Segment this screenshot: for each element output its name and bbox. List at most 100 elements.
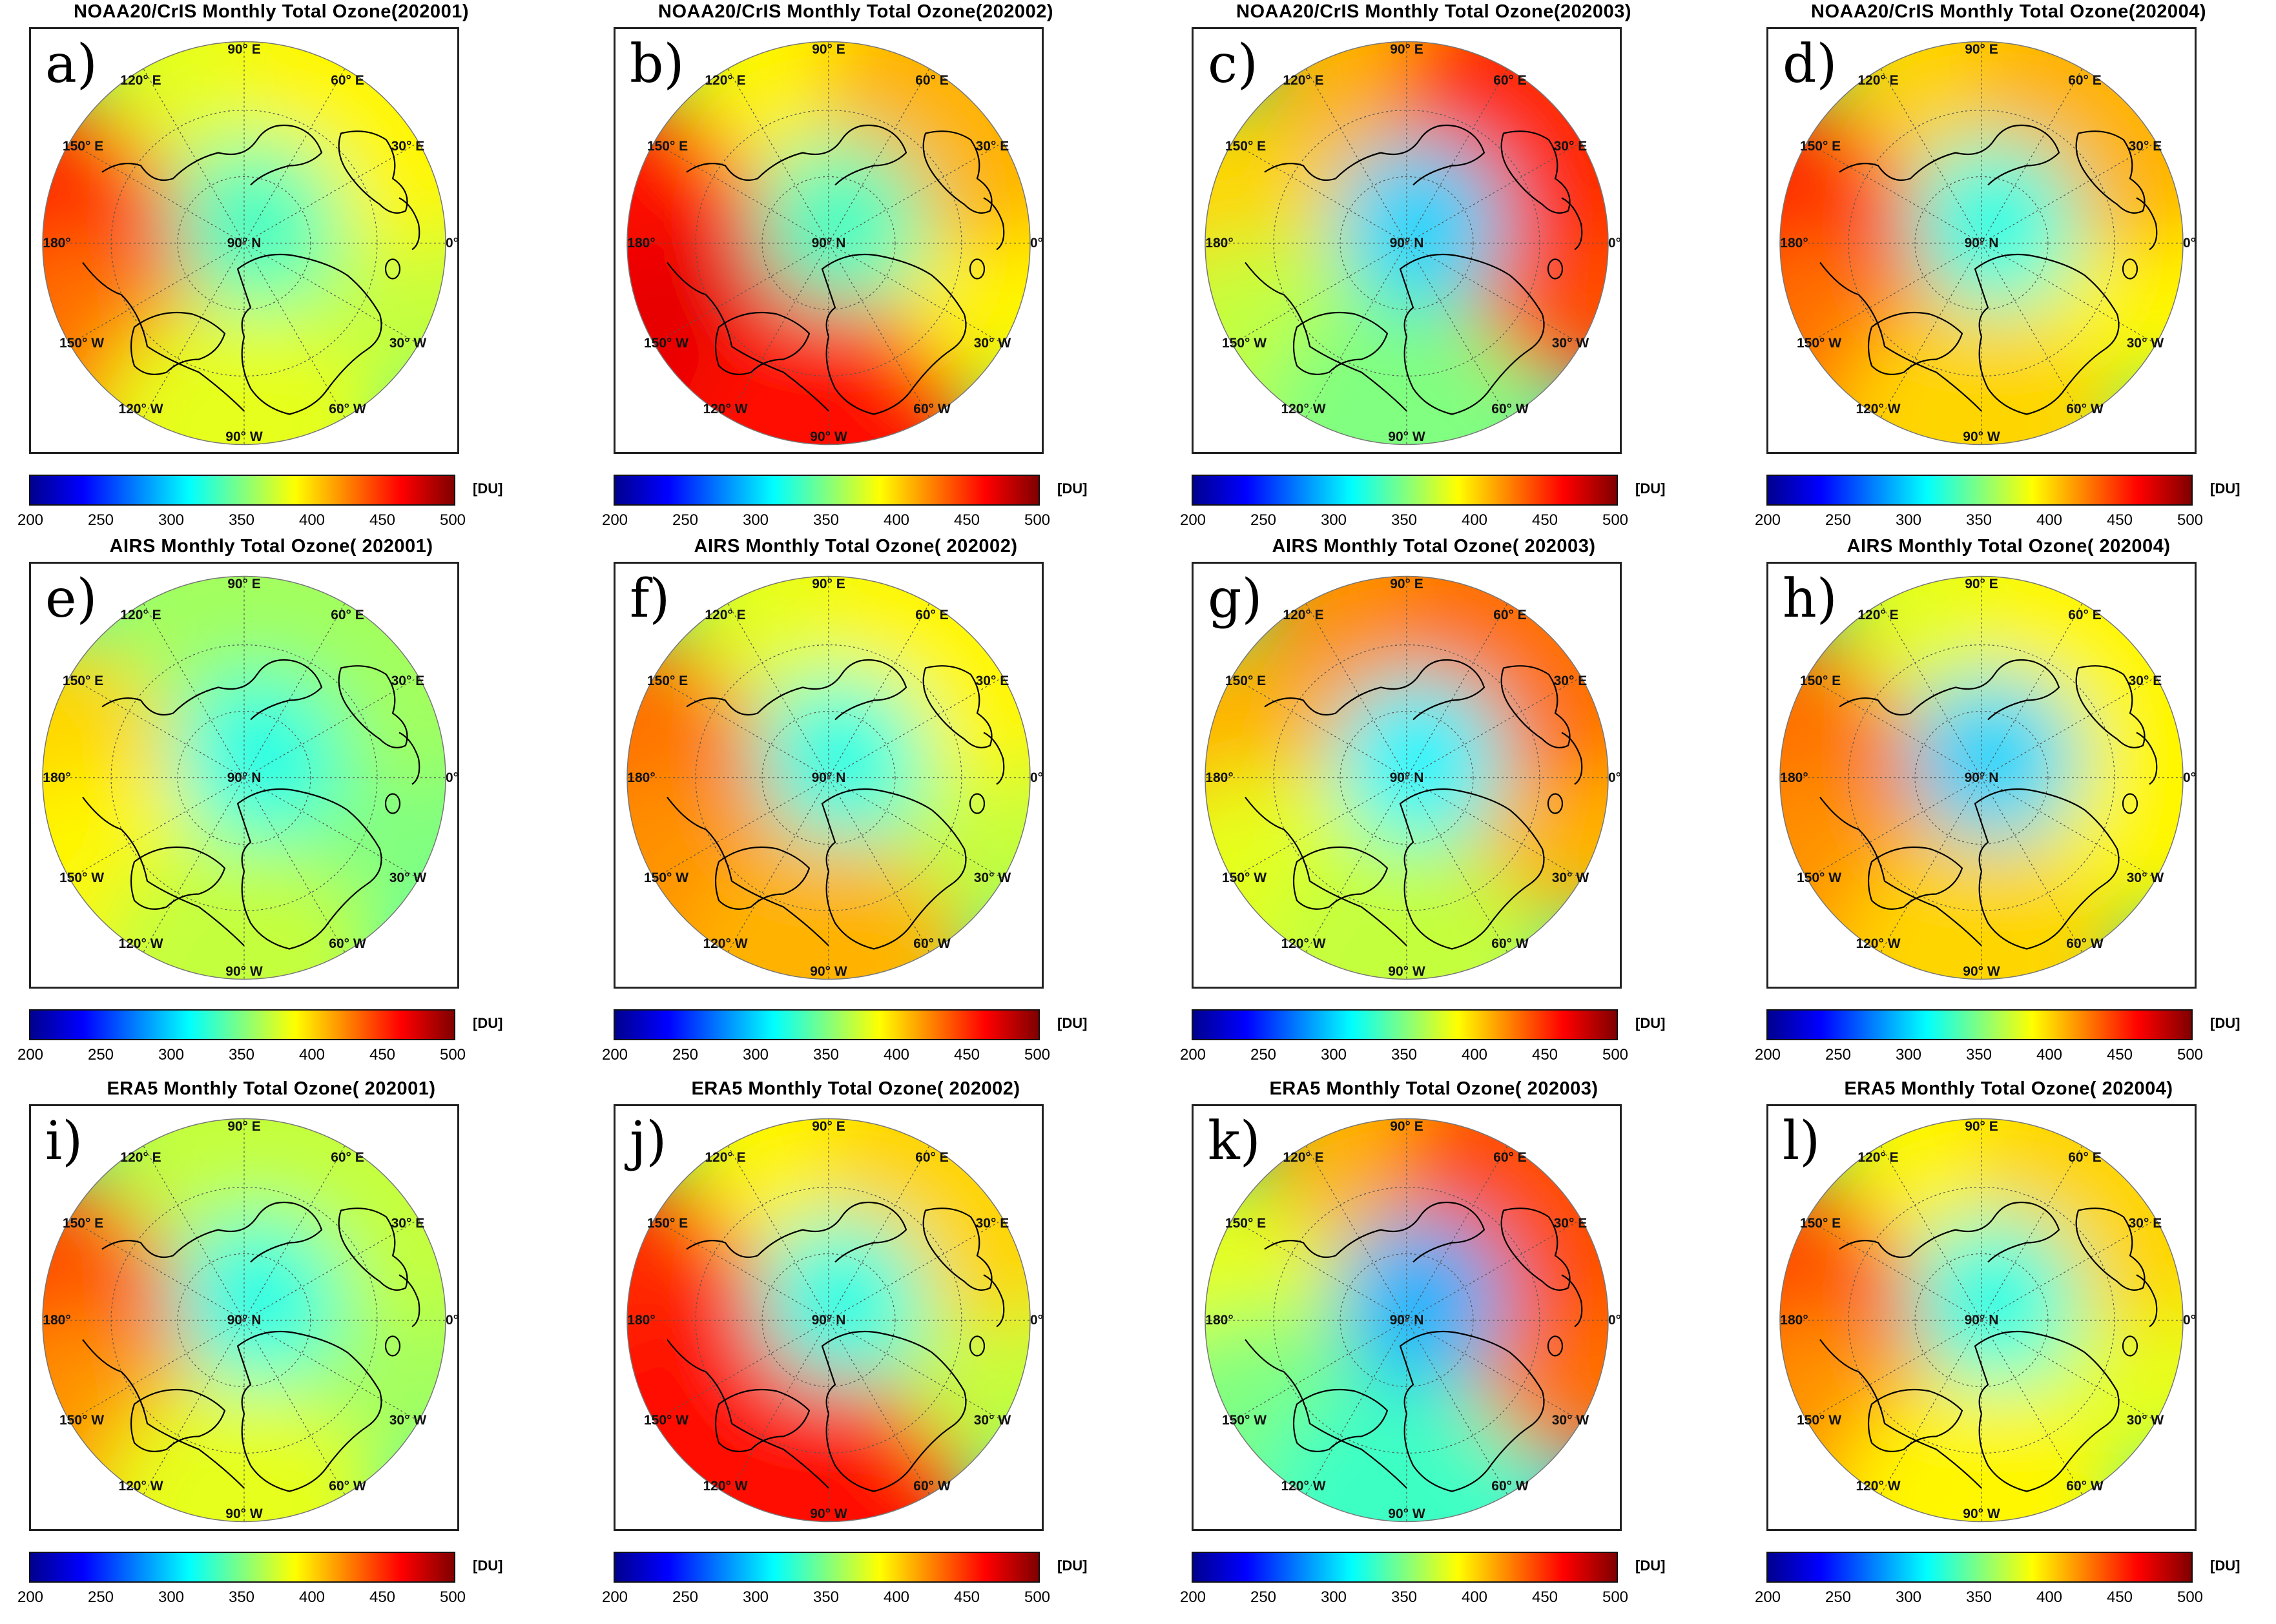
colorbar-tick: 250 [1250, 511, 1277, 529]
colorbar [29, 475, 455, 506]
coord-label-bottom: 90° W [1388, 963, 1425, 979]
colorbar-tick: 250 [672, 1588, 699, 1606]
colorbar [614, 475, 1040, 506]
colorbar-tick: 450 [2106, 1046, 2133, 1064]
ozone-core [1334, 1216, 1505, 1386]
colorbar-tick: 300 [1320, 1588, 1347, 1606]
coord-label-lower_right: 60° W [1491, 1478, 1529, 1494]
panel-title: NOAA20/CrIS Monthly Total Ozone(202001) [74, 1, 469, 22]
map-frame: 90° E 120° E 60° E 150° E 30° E 180° 0° 90° N 15… [1192, 27, 1622, 454]
polar-map [42, 41, 446, 446]
coord-label-right_lower: 30° W [2126, 870, 2164, 885]
coord-label-top: 90° E [812, 1118, 845, 1134]
coord-label-left_lower: 150° W [1222, 335, 1267, 351]
coord-label-left_upper: 150° E [1799, 138, 1841, 154]
colorbar-tick: 350 [1391, 1588, 1418, 1606]
colorbar-tick: 200 [17, 1046, 44, 1064]
coord-label-top: 90° E [1965, 1118, 1998, 1134]
graticule [1780, 1118, 2183, 1522]
coord-label-top: 90° E [1390, 1118, 1423, 1134]
coord-label-right: 0° [1608, 1312, 1622, 1328]
colorbar-tick: 350 [228, 1046, 255, 1064]
graticule [1780, 41, 2183, 445]
colorbar-tick: 450 [1531, 1588, 1558, 1606]
colorbar-tick: 300 [1895, 1046, 1922, 1064]
ozone-core [756, 1216, 927, 1386]
coord-label-upper_right: 60° E [331, 1150, 364, 1166]
coastlines [667, 124, 1005, 415]
colorbar-tick: 450 [953, 1046, 980, 1064]
colorbar-tick: 200 [1179, 1588, 1206, 1606]
map-frame: 90° E 120° E 60° E 150° E 30° E 180° 0° 90° N 15… [1766, 1104, 2197, 1531]
map-panel: NOAA20/CrIS Monthly Total Ozone(202001) 9… [0, 0, 543, 536]
coord-label-left_lower: 150° W [59, 335, 105, 351]
colorbar-tick: 450 [369, 1046, 396, 1064]
colorbar-tick: 350 [1391, 1046, 1418, 1064]
coord-label-right_upper: 30° E [391, 673, 425, 688]
ozone-core [1909, 139, 2080, 309]
colorbar-tick: 400 [2036, 511, 2063, 529]
ozone-core [1334, 673, 1505, 843]
colorbar-tick: 400 [298, 1588, 326, 1606]
polar-map [1779, 575, 2184, 980]
panel-letter: j) [630, 1111, 667, 1172]
colorbar-tick: 500 [2177, 511, 2204, 529]
panel-letter: h) [1783, 568, 1837, 630]
coord-label-upper_left: 120° E [120, 73, 161, 88]
map-frame: 90° E 120° E 60° E 150° E 30° E 180° 0° 90° N 15… [29, 562, 459, 989]
colorbar-tick: 300 [1320, 1046, 1347, 1064]
colorbar-tick: 350 [812, 1588, 840, 1606]
colorbar-tick: 500 [1602, 1046, 1629, 1064]
ozone-core [1909, 673, 2080, 843]
colorbar [614, 1552, 1040, 1583]
coord-label-lower_left: 120° W [703, 936, 748, 951]
coord-label-upper_right: 60° E [331, 73, 364, 88]
colorbar-unit: [DU] [1635, 1557, 1666, 1574]
colorbar-tick: 250 [87, 511, 114, 529]
coord-label-lower_left: 120° W [1281, 401, 1326, 416]
polar-map [1779, 41, 2184, 446]
panel-title: NOAA20/CrIS Monthly Total Ozone(202002) [658, 1, 1053, 22]
coastlines [1819, 124, 2158, 415]
colorbar-tick: 200 [1754, 511, 1781, 529]
coord-label-left: 180° [43, 1312, 71, 1328]
coord-label-right_lower: 30° W [2126, 1412, 2164, 1428]
coord-label-lower_right: 60° W [2066, 1478, 2104, 1494]
panel-title: AIRS Monthly Total Ozone( 202003) [1272, 536, 1596, 557]
coord-label-upper_left: 120° E [1283, 1150, 1324, 1166]
colorbar [1766, 1009, 2193, 1040]
coord-label-right: 0° [1029, 770, 1044, 785]
map-panel: NOAA20/CrIS Monthly Total Ozone(202003) 9… [1163, 0, 1705, 536]
map-boundary [1205, 575, 1609, 980]
colorbar [29, 1552, 455, 1583]
colorbar-tick: 200 [601, 1046, 628, 1064]
map-panel: AIRS Monthly Total Ozone( 202002) 90° E 12… [585, 535, 1127, 1071]
coord-label-right: 0° [445, 235, 459, 251]
coord-label-lower_right: 60° W [329, 1478, 366, 1494]
coord-label-upper_right: 60° E [915, 73, 949, 88]
colorbar-tick: 400 [883, 1046, 910, 1064]
coord-label-lower_right: 60° W [1491, 936, 1529, 951]
panel-title: AIRS Monthly Total Ozone( 202002) [694, 536, 1018, 557]
colorbar [29, 1009, 455, 1040]
coord-label-lower_right: 60° W [2066, 936, 2104, 951]
panel-title: ERA5 Monthly Total Ozone( 202003) [1269, 1078, 1598, 1099]
graticule [1205, 576, 1608, 980]
coord-label-left: 180° [627, 235, 656, 251]
colorbar-tick: 500 [439, 511, 466, 529]
coord-label-lower_left: 120° W [1281, 936, 1326, 951]
colorbar-tick: 250 [1825, 1046, 1852, 1064]
coord-label-bottom: 90° W [1963, 1506, 2000, 1521]
colorbar-unit: [DU] [1635, 1015, 1666, 1031]
coord-label-upper_right: 60° E [2068, 608, 2102, 623]
coord-label-top: 90° E [1390, 576, 1423, 591]
map-panel: ERA5 Monthly Total Ozone( 202004) 90° E 12… [1737, 1077, 2276, 1613]
colorbar-unit: [DU] [2210, 480, 2240, 497]
coord-label-bottom: 90° W [1963, 963, 2000, 979]
colorbar-tick: 500 [1024, 1046, 1051, 1064]
coord-label-upper_left: 120° E [1857, 1150, 1899, 1166]
coord-label-upper_left: 120° E [705, 73, 746, 88]
map-boundary [42, 575, 446, 980]
colorbar-tick: 250 [1825, 511, 1852, 529]
